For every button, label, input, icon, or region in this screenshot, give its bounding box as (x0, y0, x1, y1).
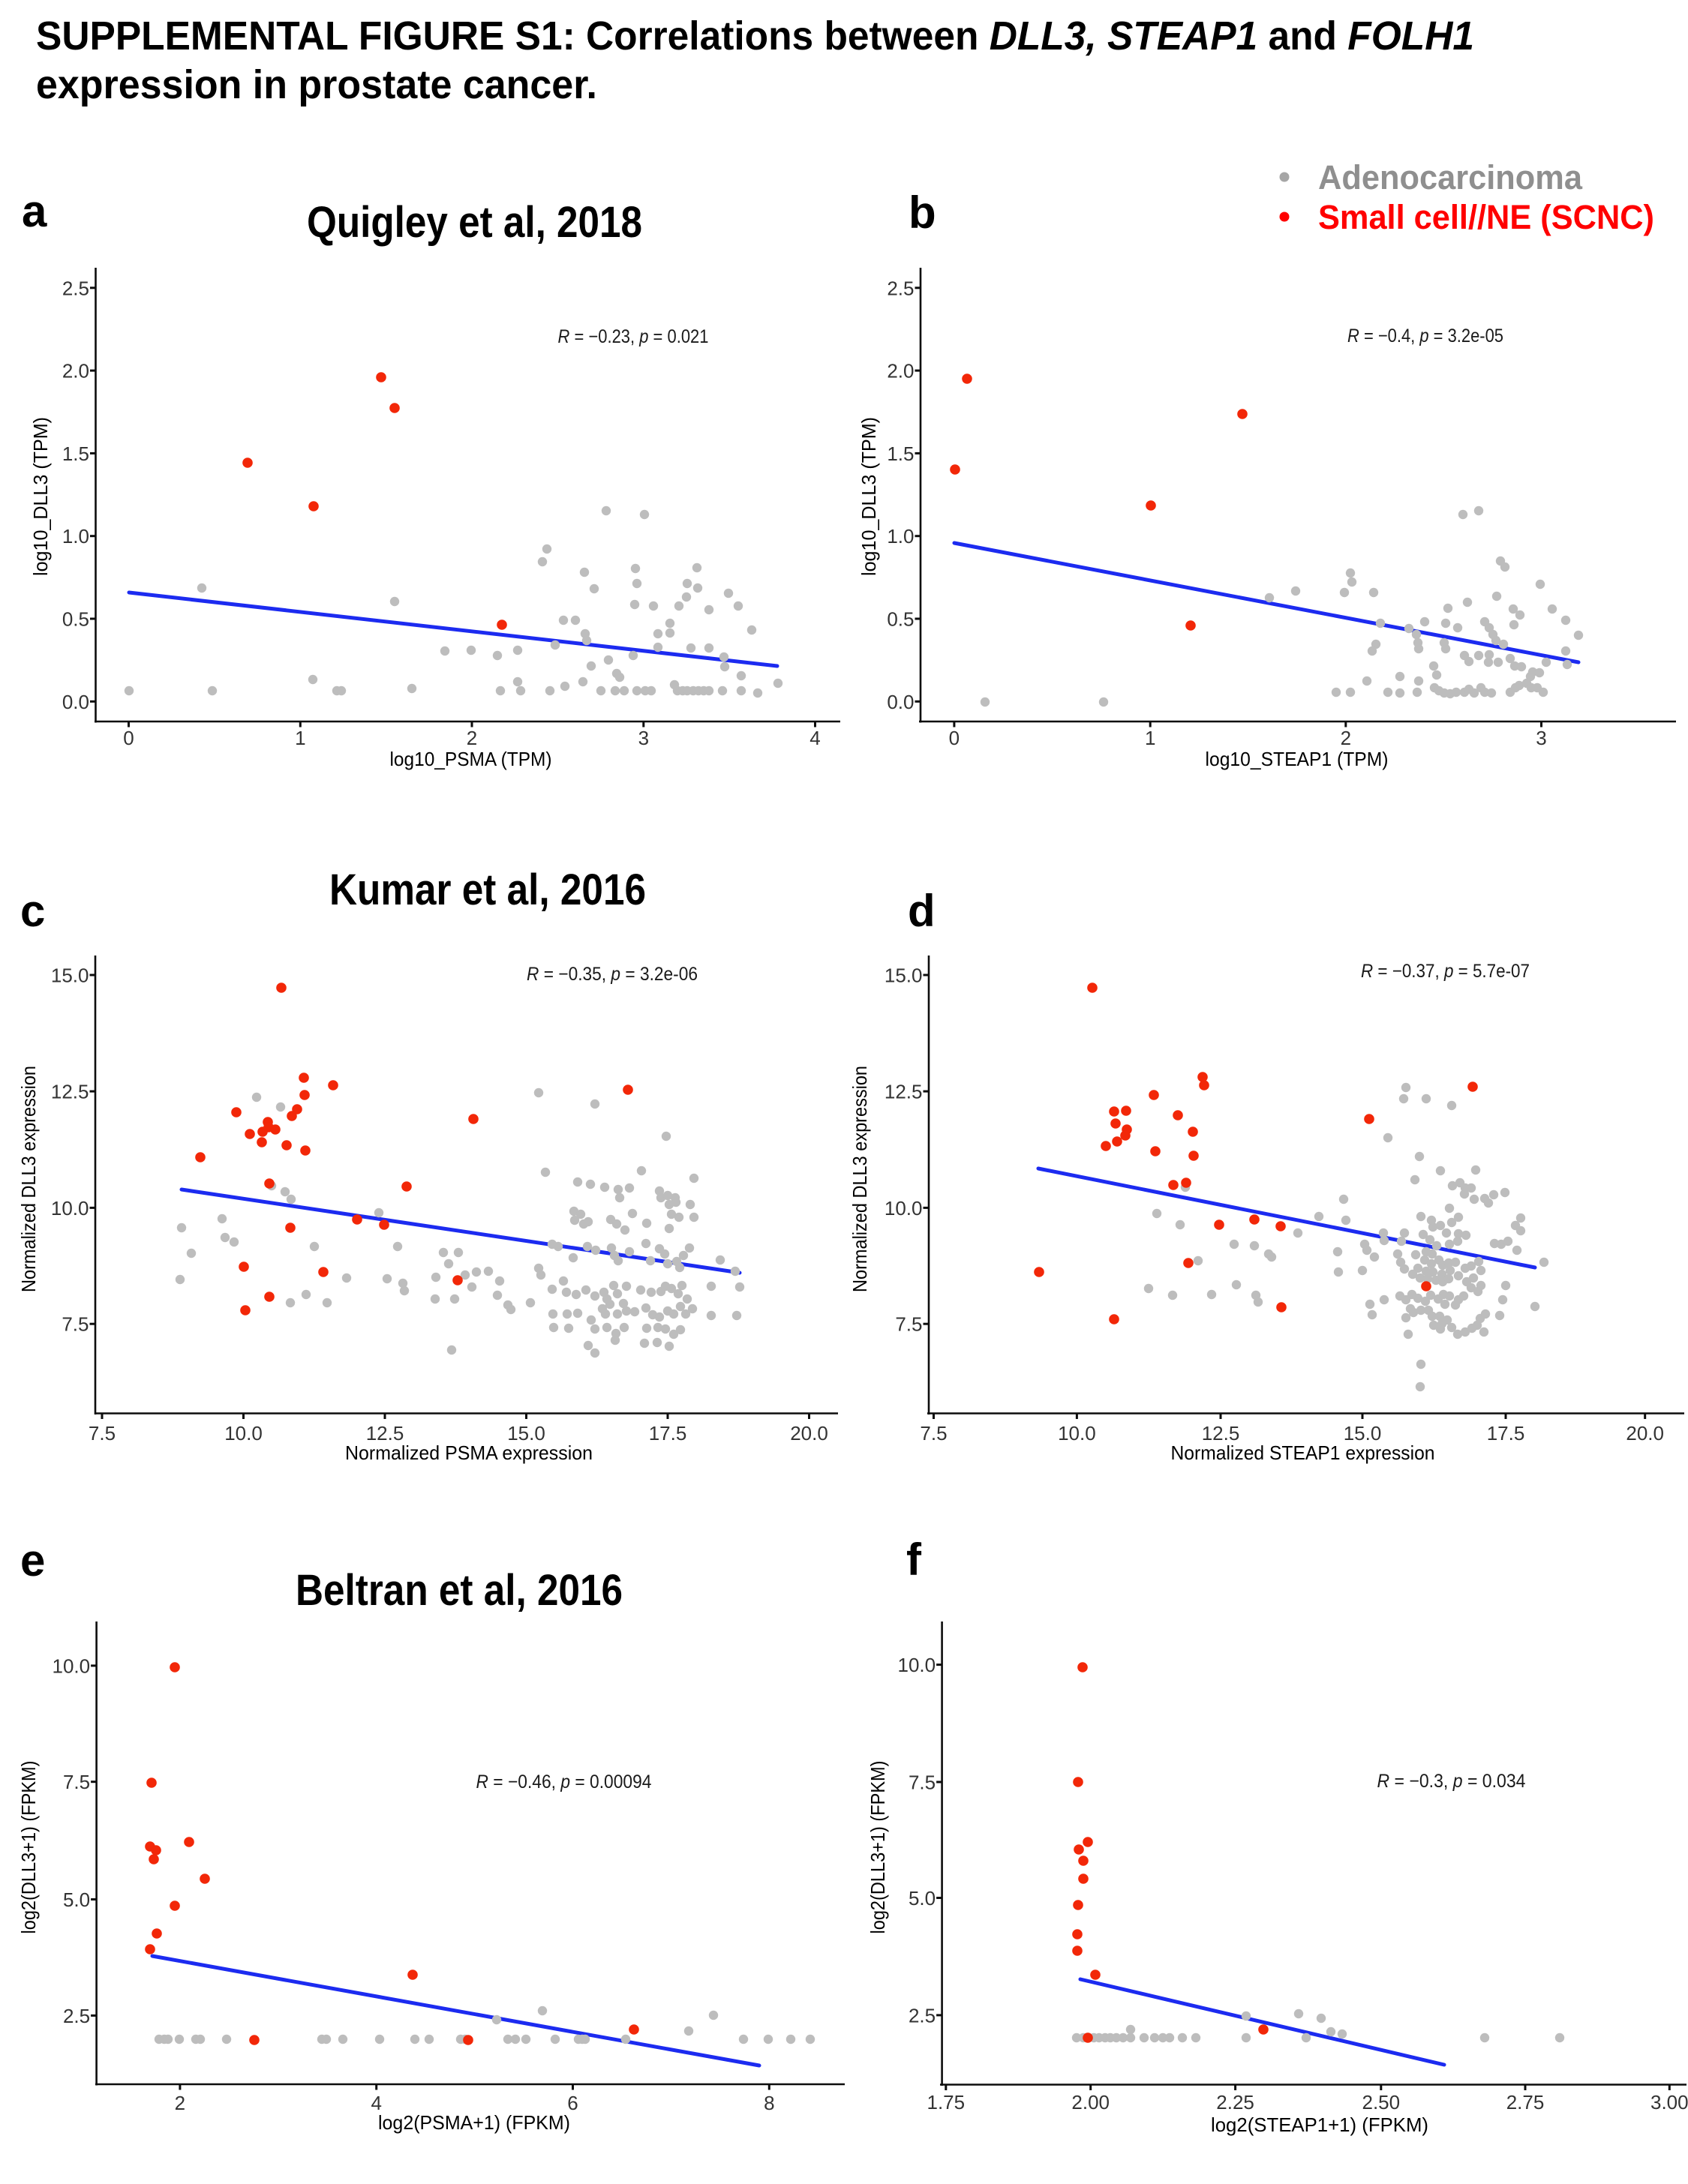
svg-text:12.5: 12.5 (366, 1422, 404, 1444)
svg-text:10.0: 10.0 (224, 1422, 263, 1444)
svg-text:10.0: 10.0 (885, 1197, 923, 1220)
svg-text:12.5: 12.5 (885, 1081, 923, 1103)
svg-text:log2(DLL3+1) (FPKM): log2(DLL3+1) (FPKM) (867, 1761, 889, 1934)
svg-text:2.0: 2.0 (887, 360, 914, 382)
svg-text:R = −0.3, p = 0.034: R = −0.3, p = 0.034 (1377, 1771, 1526, 1792)
svg-text:1: 1 (295, 727, 305, 749)
svg-text:15.0: 15.0 (885, 964, 923, 987)
svg-text:2.5: 2.5 (62, 277, 89, 299)
svg-text:expression in prostate cancer.: expression in prostate cancer. (36, 62, 597, 107)
svg-text:Normalized STEAP1 expression: Normalized STEAP1 expression (1171, 1442, 1435, 1464)
svg-text:7.5: 7.5 (63, 1771, 90, 1793)
svg-text:2.00: 2.00 (1071, 2091, 1110, 2114)
svg-text:20.0: 20.0 (790, 1422, 828, 1444)
svg-text:c: c (20, 886, 45, 936)
svg-text:10.0: 10.0 (897, 1654, 936, 1676)
svg-text:5.0: 5.0 (909, 1887, 936, 1910)
svg-text:log2(PSMA+1) (FPKM): log2(PSMA+1) (FPKM) (378, 2111, 570, 2134)
svg-text:7.5: 7.5 (920, 1422, 947, 1444)
svg-text:log2(STEAP1+1) (FPKM): log2(STEAP1+1) (FPKM) (1211, 2114, 1428, 2136)
svg-text:1.5: 1.5 (887, 442, 914, 465)
svg-text:2.5: 2.5 (909, 2004, 936, 2026)
svg-text:3: 3 (1536, 727, 1546, 749)
svg-text:4: 4 (371, 2092, 381, 2114)
svg-text:SUPPLEMENTAL FIGURE S1: Correl: SUPPLEMENTAL FIGURE S1: Correlations bet… (36, 14, 1474, 58)
svg-text:Normalized DLL3 expression: Normalized DLL3 expression (849, 1066, 871, 1292)
svg-text:10.0: 10.0 (1058, 1422, 1096, 1444)
svg-text:0: 0 (949, 727, 960, 749)
svg-text:Normalized DLL3 expression: Normalized DLL3 expression (17, 1066, 40, 1292)
svg-text:1.0: 1.0 (62, 525, 89, 548)
svg-text:1.0: 1.0 (887, 525, 914, 548)
svg-text:log10_PSMA (TPM): log10_PSMA (TPM) (390, 748, 552, 770)
svg-text:7.5: 7.5 (909, 1772, 936, 1794)
svg-text:1: 1 (1145, 727, 1155, 749)
svg-text:5.0: 5.0 (63, 1888, 90, 1911)
svg-text:R = −0.37, p = 5.7e-07: R = −0.37, p = 5.7e-07 (1361, 961, 1530, 982)
svg-text:2.75: 2.75 (1506, 2091, 1545, 2114)
svg-text:log10_DLL3 (TPM): log10_DLL3 (TPM) (858, 417, 880, 576)
svg-text:a: a (22, 186, 47, 236)
svg-text:log10_DLL3 (TPM): log10_DLL3 (TPM) (29, 417, 52, 576)
svg-text:0.0: 0.0 (887, 691, 914, 713)
svg-text:R = −0.23, p = 0.021: R = −0.23, p = 0.021 (558, 326, 709, 347)
svg-text:1.75: 1.75 (927, 2091, 965, 2114)
svg-text:0.5: 0.5 (887, 608, 914, 631)
svg-text:2: 2 (467, 727, 477, 749)
svg-text:17.5: 17.5 (649, 1422, 687, 1444)
svg-text:Adenocarcinoma: Adenocarcinoma (1318, 158, 1583, 196)
svg-text:3.00: 3.00 (1650, 2091, 1688, 2114)
svg-text:2.0: 2.0 (62, 360, 89, 382)
svg-text:log2(DLL3+1) (FPKM): log2(DLL3+1) (FPKM) (17, 1761, 40, 1934)
svg-text:1.5: 1.5 (62, 442, 89, 465)
svg-text:12.5: 12.5 (1202, 1422, 1240, 1444)
svg-text:15.0: 15.0 (51, 964, 89, 987)
svg-text:R = −0.4, p = 3.2e-05: R = −0.4, p = 3.2e-05 (1347, 326, 1503, 346)
svg-text:15.0: 15.0 (507, 1422, 545, 1444)
svg-text:b: b (909, 188, 936, 238)
svg-text:2.50: 2.50 (1362, 2091, 1400, 2114)
svg-text:0.5: 0.5 (62, 608, 89, 631)
svg-text:15.0: 15.0 (1344, 1422, 1382, 1444)
svg-text:6: 6 (567, 2092, 578, 2114)
svg-text:12.5: 12.5 (51, 1081, 89, 1103)
svg-text:R = −0.46, p = 0.00094: R = −0.46, p = 0.00094 (476, 1772, 652, 1792)
svg-text:2: 2 (175, 2092, 185, 2114)
svg-text:f: f (906, 1534, 922, 1585)
svg-text:10.0: 10.0 (52, 1654, 90, 1677)
svg-text:e: e (20, 1535, 45, 1586)
svg-text:2: 2 (1341, 727, 1351, 749)
svg-text:7.5: 7.5 (895, 1313, 922, 1336)
svg-text:Quigley et al, 2018: Quigley et al, 2018 (307, 198, 642, 247)
svg-text:Small cell//NE (SCNC): Small cell//NE (SCNC) (1318, 198, 1654, 236)
svg-text:2.5: 2.5 (63, 2005, 90, 2027)
svg-text:2.5: 2.5 (887, 277, 914, 299)
svg-text:0.0: 0.0 (62, 691, 89, 713)
svg-text:7.5: 7.5 (62, 1313, 89, 1336)
svg-text:4: 4 (809, 727, 820, 749)
svg-text:8: 8 (764, 2092, 774, 2114)
svg-text:Kumar et al, 2016: Kumar et al, 2016 (329, 866, 646, 914)
svg-text:0: 0 (123, 727, 134, 749)
svg-text:20.0: 20.0 (1626, 1422, 1664, 1444)
svg-text:3: 3 (638, 727, 649, 749)
svg-text:R = −0.35, p = 3.2e-06: R = −0.35, p = 3.2e-06 (527, 964, 698, 985)
svg-text:Beltran et al, 2016: Beltran et al, 2016 (296, 1566, 623, 1615)
svg-text:2.25: 2.25 (1216, 2091, 1254, 2114)
svg-text:Normalized PSMA expression: Normalized PSMA expression (345, 1442, 593, 1464)
svg-text:10.0: 10.0 (51, 1197, 89, 1220)
svg-text:log10_STEAP1 (TPM): log10_STEAP1 (TPM) (1206, 748, 1389, 770)
svg-text:d: d (908, 886, 936, 936)
svg-text:7.5: 7.5 (89, 1422, 116, 1444)
svg-text:17.5: 17.5 (1487, 1422, 1525, 1444)
